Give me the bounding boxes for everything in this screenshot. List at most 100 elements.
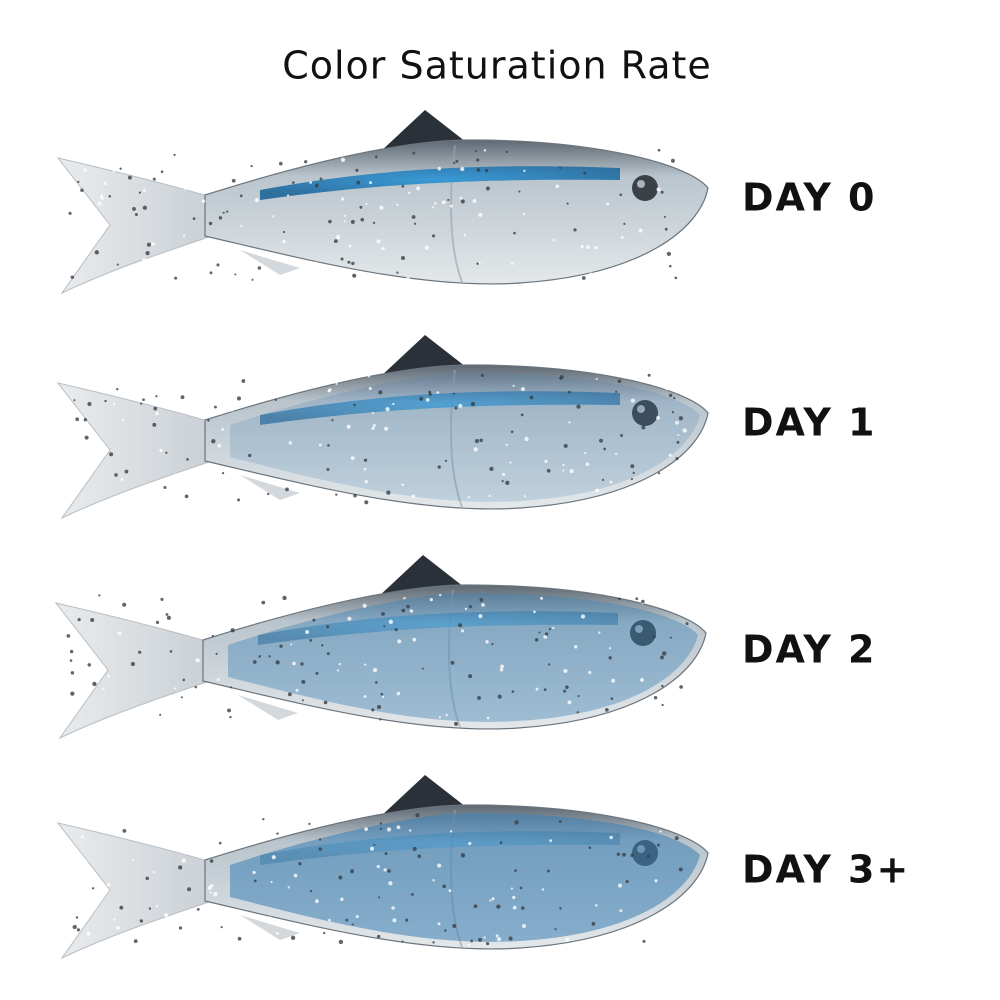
glitter (305, 629, 310, 634)
glitter (209, 891, 212, 894)
glitter (290, 643, 293, 646)
glitter (218, 216, 223, 220)
glitter (106, 882, 111, 887)
glitter (252, 400, 255, 403)
glitter (194, 685, 198, 689)
glitter (86, 221, 91, 226)
glitter (472, 198, 477, 203)
glitter (473, 447, 478, 452)
glitter (512, 895, 516, 900)
glitter (396, 825, 401, 830)
glitter (615, 452, 618, 456)
glitter (217, 272, 221, 275)
glitter (142, 205, 148, 210)
glitter (509, 461, 512, 464)
glitter (369, 181, 373, 185)
glitter (541, 888, 545, 891)
glitter (671, 410, 675, 414)
glitter (83, 481, 86, 485)
glitter (379, 827, 382, 831)
glitter (254, 198, 260, 203)
glitter (544, 459, 548, 463)
glitter (348, 244, 352, 248)
glitter (372, 221, 376, 225)
glitter (177, 154, 182, 159)
fish (57, 109, 709, 294)
glitter (635, 597, 639, 601)
glitter (287, 886, 290, 889)
glitter (146, 242, 151, 247)
glitter (514, 820, 519, 825)
glitter (411, 215, 416, 219)
glitter (602, 939, 605, 943)
glitter (282, 239, 286, 244)
glitter (512, 384, 515, 387)
glitter (505, 443, 508, 446)
glitter (109, 381, 113, 385)
glitter (501, 480, 504, 483)
glitter (229, 686, 233, 689)
glitter (250, 164, 253, 168)
glitter (155, 411, 159, 416)
glitter (576, 404, 581, 409)
glitter (577, 695, 580, 698)
glitter (657, 472, 661, 475)
glitter (153, 406, 158, 411)
glitter (173, 251, 178, 256)
glitter (240, 224, 243, 228)
glitter (406, 604, 410, 609)
glitter (620, 235, 624, 239)
glitter (598, 631, 601, 634)
glitter (267, 916, 272, 921)
glitter (144, 932, 148, 936)
glitter (656, 187, 661, 192)
glitter (234, 273, 237, 276)
glitter (251, 278, 254, 281)
glitter (372, 667, 378, 673)
glitter (676, 440, 680, 444)
glitter (679, 594, 682, 598)
glitter (353, 403, 356, 407)
glitter (520, 413, 524, 417)
glitter (102, 687, 105, 691)
glitter (220, 926, 223, 929)
glitter (641, 425, 646, 430)
glitter (616, 852, 621, 856)
glitter (363, 695, 367, 698)
glitter (403, 597, 406, 600)
glitter (387, 869, 391, 873)
glitter (563, 668, 568, 673)
glitter (497, 694, 502, 699)
glitter (252, 870, 256, 875)
glitter (182, 234, 186, 237)
glitter (216, 263, 220, 267)
glitter (647, 373, 651, 377)
glitter (309, 181, 313, 184)
glitter (460, 166, 465, 172)
glitter (112, 402, 116, 406)
glitter (449, 204, 453, 208)
glitter (437, 922, 441, 926)
glitter (180, 395, 185, 400)
glitter (374, 155, 378, 159)
glitter (173, 687, 177, 690)
glitter (568, 421, 571, 424)
glitter (563, 443, 568, 449)
glitter (142, 188, 146, 192)
glitter (444, 459, 448, 462)
glitter (338, 663, 341, 666)
glitter (521, 387, 525, 392)
glitter (164, 913, 169, 918)
glitter (476, 158, 480, 162)
glitter (371, 412, 375, 415)
glitter (328, 918, 331, 922)
glitter (273, 152, 277, 155)
glitter (70, 275, 75, 279)
glitter (483, 149, 487, 152)
glitter (211, 634, 215, 638)
glitter (372, 424, 376, 427)
glitter (565, 937, 570, 942)
glitter (510, 430, 514, 434)
